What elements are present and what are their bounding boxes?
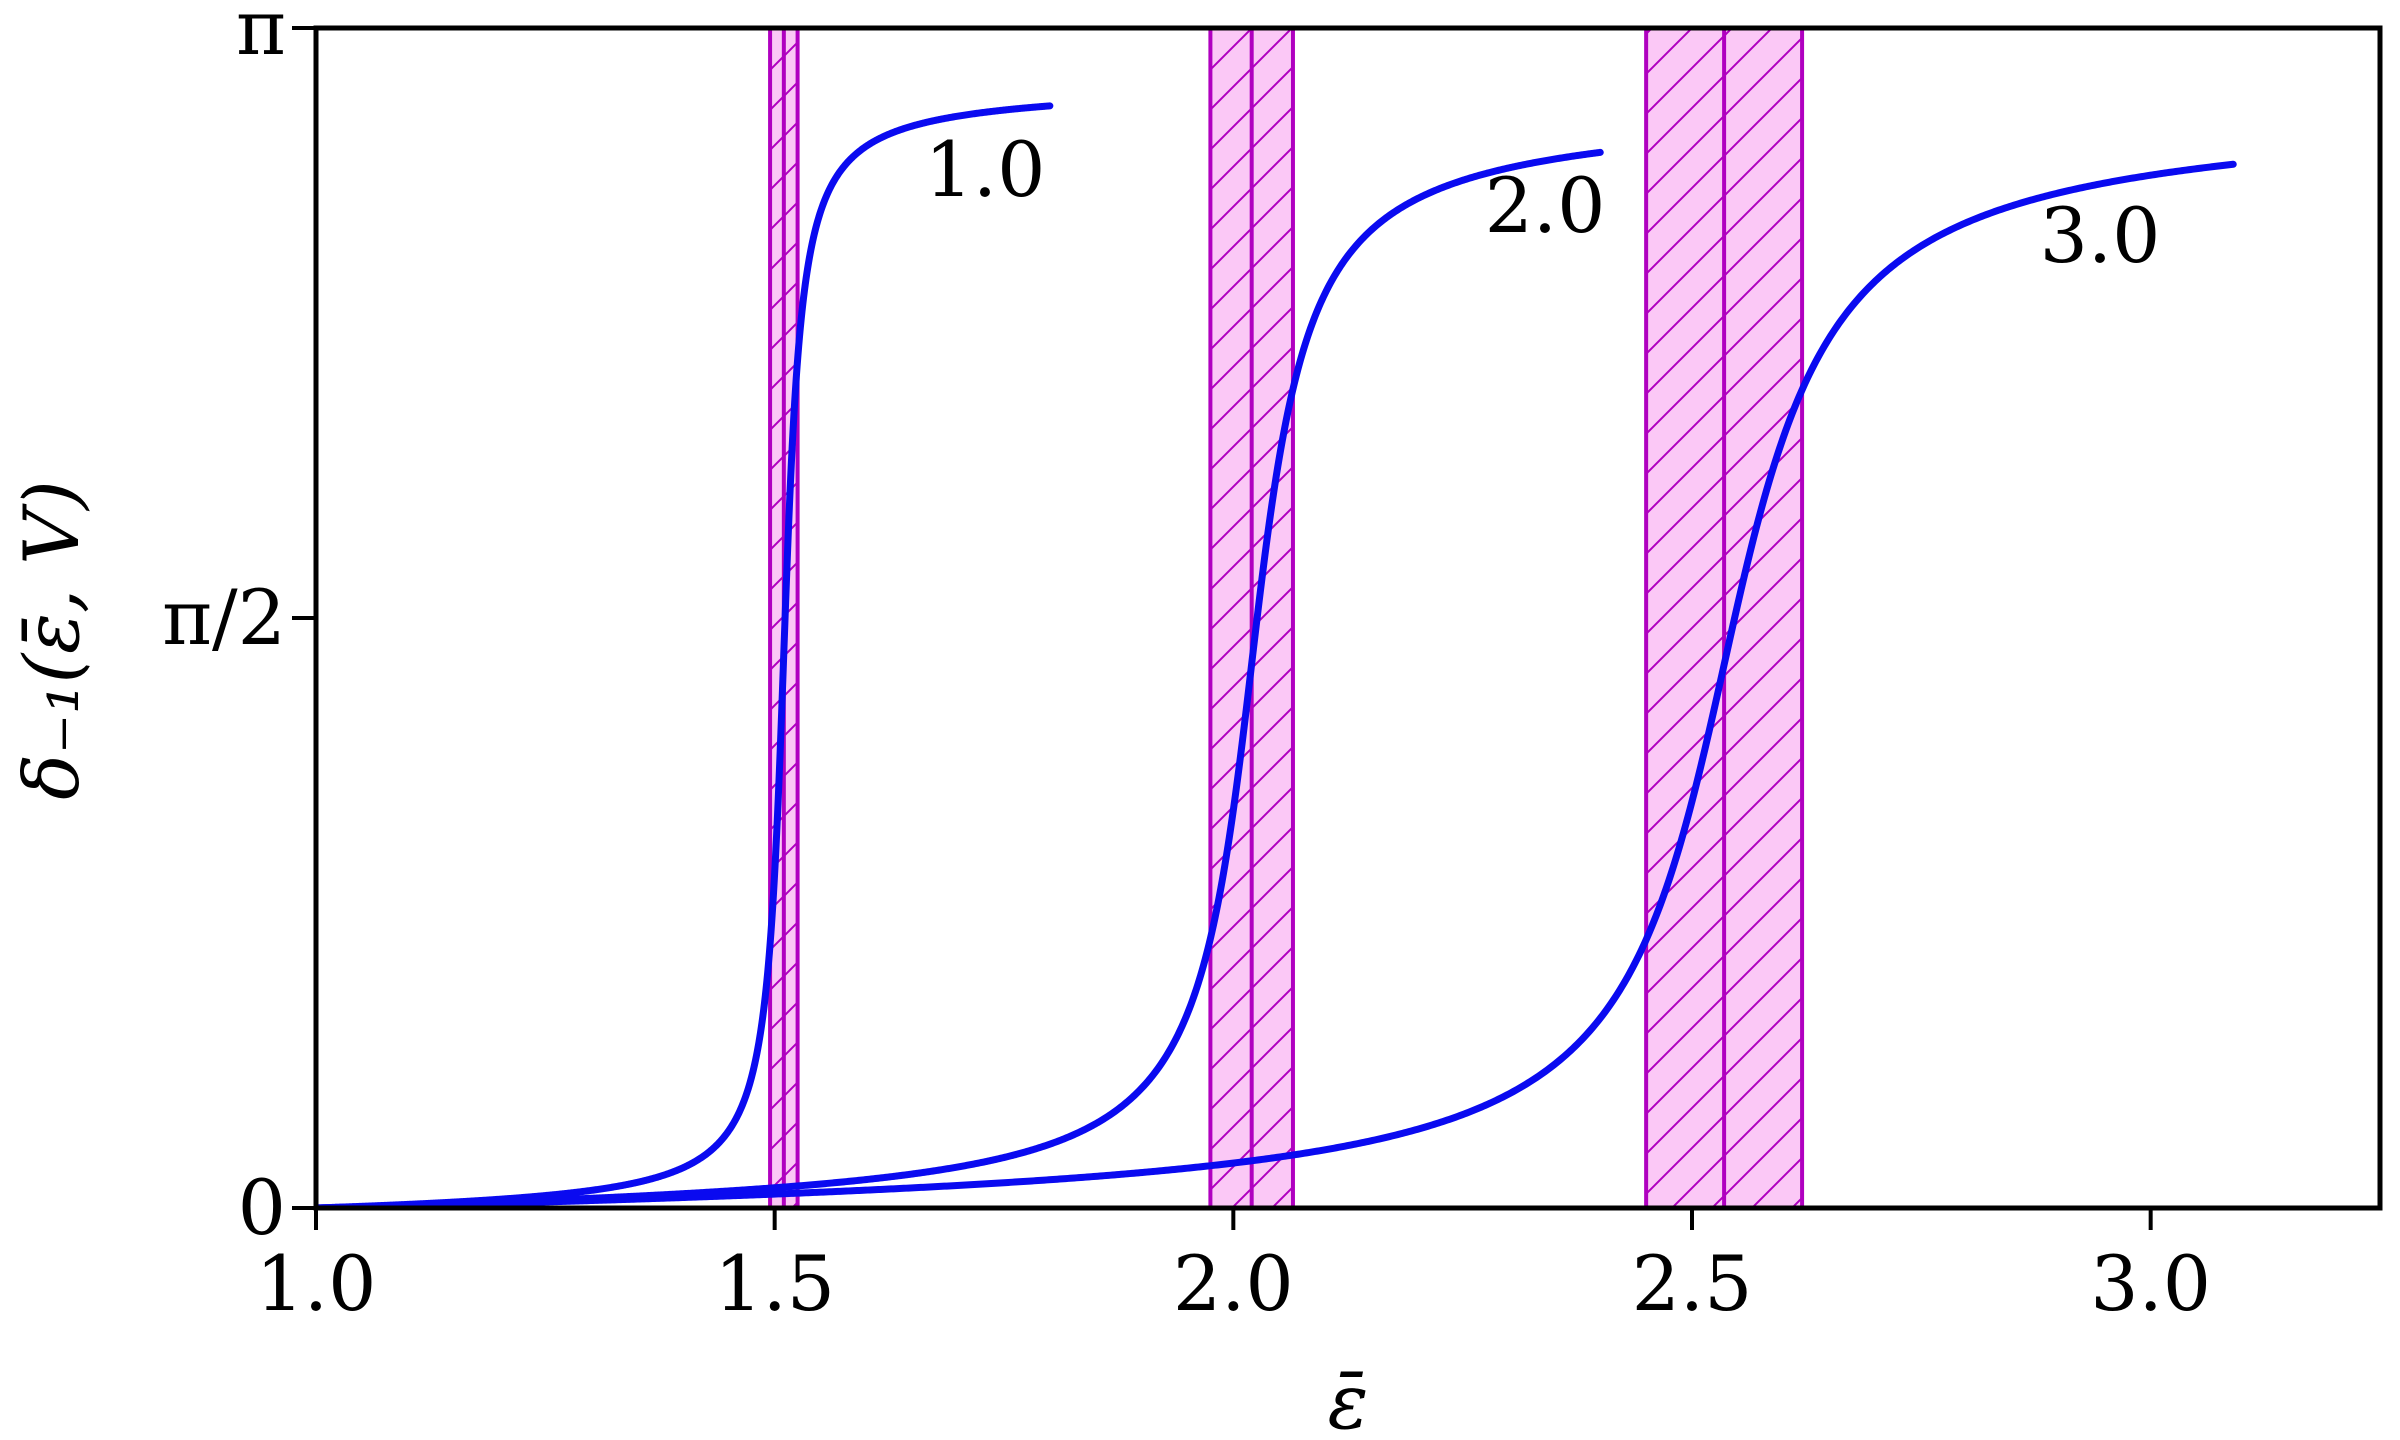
y-tick-label-2: π/2 [162,573,286,662]
curve-label-3: 3.0 [2040,191,2161,280]
y-tick-label-1: 0 [238,1163,286,1252]
x-tick-label-4: 2.5 [1632,1239,1753,1328]
x-tick-label-2: 1.5 [714,1239,835,1328]
y-axis-title: δ₋₁(ε̄, V) [7,480,96,800]
curve-2 [316,148,1604,1208]
resonance-bands [768,28,1805,1208]
x-axis-title: ε̄ [1328,1357,1369,1440]
x-tick-label-1: 1.0 [256,1239,377,1328]
y-tick-label-3: π [236,0,286,72]
x-tick-label-3: 2.0 [1173,1239,1294,1328]
curve-labels: 1.0 2.0 3.0 [925,125,2161,280]
curve-1 [316,102,1054,1208]
y-axis: 0 π/2 π [162,0,316,1252]
x-axis: 1.0 1.5 2.0 2.5 3.0 [256,1208,2211,1328]
phase-curves [316,102,2237,1208]
curve-label-2: 2.0 [1485,161,1606,250]
x-tick-label-5: 3.0 [2090,1239,2211,1328]
curve-label-1: 1.0 [925,125,1046,214]
curve-3 [316,160,2237,1208]
